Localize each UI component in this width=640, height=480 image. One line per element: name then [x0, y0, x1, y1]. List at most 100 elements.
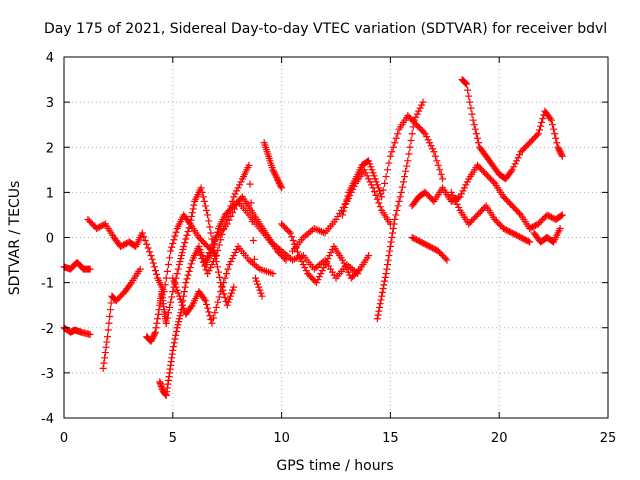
- data-point: [173, 286, 181, 294]
- data-point: [149, 259, 157, 267]
- y-tick-label: -3: [41, 367, 54, 382]
- data-point: [382, 270, 390, 278]
- data-point: [366, 178, 374, 186]
- data-point: [551, 130, 559, 138]
- data-point: [154, 310, 162, 318]
- data-point: [469, 116, 477, 124]
- data-point: [436, 166, 444, 174]
- data-point: [204, 211, 212, 219]
- data-point: [396, 193, 404, 201]
- data-point: [253, 277, 261, 285]
- data-point: [443, 256, 451, 264]
- data-point: [174, 321, 182, 329]
- data-point: [371, 175, 379, 183]
- data-point: [428, 145, 436, 153]
- data-point: [232, 201, 240, 209]
- data-point: [255, 283, 263, 291]
- data-point: [369, 169, 377, 177]
- data-point: [462, 181, 470, 189]
- data-point: [166, 254, 174, 262]
- data-point: [343, 196, 351, 204]
- data-point: [275, 178, 283, 186]
- data-point: [434, 161, 442, 169]
- data-point: [205, 308, 213, 316]
- series-s21: [530, 224, 564, 246]
- data-point: [450, 194, 458, 202]
- data-point: [516, 209, 524, 217]
- data-point: [365, 175, 373, 183]
- data-point: [385, 252, 393, 260]
- series-s1: [60, 258, 94, 273]
- data-point: [558, 152, 566, 160]
- data-point: [399, 178, 407, 186]
- series-s19: [458, 76, 566, 183]
- axis-ticks: 0 5 10 15 20 25 -4 -3 -2 -1 0 1 2 3 4: [41, 51, 616, 446]
- data-point: [277, 182, 285, 190]
- x-axis-title: GPS time / hours: [276, 458, 393, 474]
- data-point: [180, 243, 188, 251]
- data-point: [317, 270, 325, 278]
- data-point: [176, 258, 184, 266]
- data-point: [223, 301, 231, 309]
- series-s2: [60, 324, 94, 339]
- data-point: [373, 315, 381, 323]
- data-point: [449, 191, 457, 199]
- data-point: [187, 303, 195, 311]
- data-point: [171, 232, 179, 240]
- y-tick-label: -4: [41, 412, 54, 427]
- data-point: [231, 249, 239, 257]
- data-point: [439, 175, 447, 183]
- data-point: [392, 211, 400, 219]
- data-point: [383, 166, 391, 174]
- data-point: [175, 315, 183, 323]
- data-point: [471, 125, 479, 133]
- data-point: [382, 173, 390, 181]
- data-point: [208, 261, 216, 269]
- data-point: [553, 139, 561, 147]
- data-point: [168, 293, 176, 301]
- data-point: [344, 192, 352, 200]
- data-point: [472, 130, 480, 138]
- data-point: [408, 130, 416, 138]
- data-point: [169, 240, 177, 248]
- data-point: [197, 184, 205, 192]
- data-point: [86, 331, 94, 339]
- data-point: [195, 247, 203, 255]
- data-point: [392, 134, 400, 142]
- data-point: [294, 248, 302, 256]
- data-point: [246, 180, 254, 188]
- series-s14: [339, 112, 447, 219]
- series-s17: [408, 234, 451, 264]
- data-point: [254, 280, 262, 288]
- data-point: [555, 145, 563, 153]
- data-point: [148, 334, 156, 342]
- data-point: [386, 247, 394, 255]
- data-point: [324, 255, 332, 263]
- data-point: [172, 328, 180, 336]
- data-point: [214, 246, 222, 254]
- data-point: [225, 295, 233, 303]
- data-point: [433, 157, 441, 165]
- data-point: [389, 224, 397, 232]
- data-point: [321, 261, 329, 269]
- data-point: [341, 203, 349, 211]
- data-point: [546, 115, 554, 123]
- data-point: [473, 134, 481, 142]
- series-s5: [143, 288, 170, 345]
- data-point: [301, 264, 309, 272]
- data-point: [150, 263, 158, 271]
- data-point: [212, 303, 220, 311]
- data-point: [103, 338, 111, 346]
- data-point: [516, 151, 524, 159]
- data-point: [170, 236, 178, 244]
- data-point: [199, 193, 207, 201]
- data-point: [214, 298, 222, 306]
- data-point: [524, 237, 532, 245]
- data-point: [468, 110, 476, 118]
- data-point: [215, 241, 223, 249]
- data-point: [229, 209, 237, 217]
- data-point: [376, 187, 384, 195]
- data-point: [247, 199, 255, 207]
- data-point: [393, 206, 401, 214]
- data-point: [230, 283, 238, 291]
